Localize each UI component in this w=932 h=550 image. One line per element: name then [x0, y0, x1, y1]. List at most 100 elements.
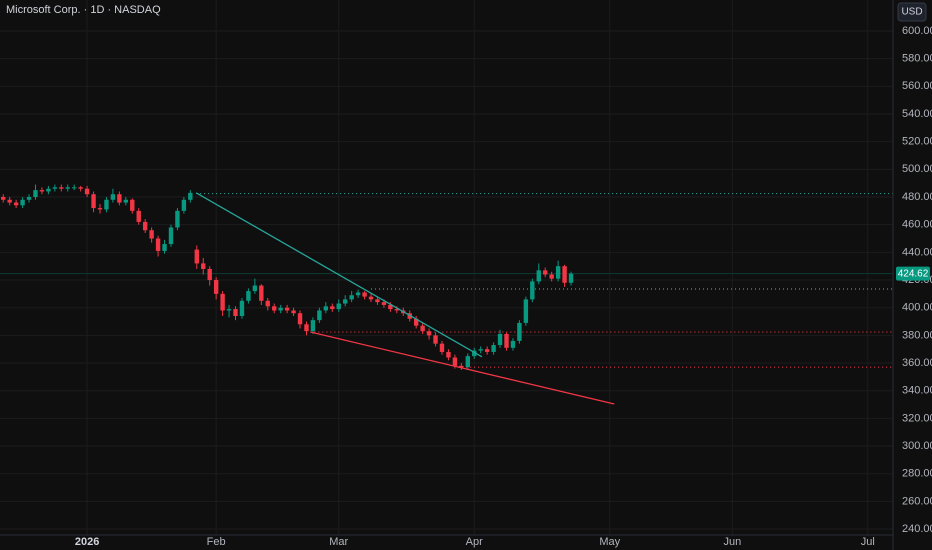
- candle-body: [259, 285, 264, 301]
- candle-body: [310, 320, 316, 332]
- currency-label[interactable]: USD: [901, 7, 922, 18]
- candle-body: [65, 187, 70, 189]
- candle-body: [78, 187, 83, 189]
- candle-body: [562, 266, 567, 283]
- axes: 240.00 260.00 280.00 300.00 320.00 340.00 360.…: [75, 25, 932, 548]
- candle-body: [368, 296, 374, 300]
- candle-body: [97, 208, 103, 210]
- candle-body: [7, 199, 12, 203]
- candle-body: [220, 293, 225, 311]
- candle-body: [413, 318, 419, 326]
- candle-body: [349, 295, 354, 300]
- candle-body: [439, 343, 445, 352]
- candle-body: [420, 325, 425, 332]
- y-tick-label: 340.00: [902, 385, 932, 397]
- candle-body: [278, 307, 283, 311]
- y-tick-label: 520.00: [902, 136, 932, 148]
- candle-body: [530, 281, 535, 300]
- candle-body: [181, 199, 187, 211]
- chart-title: Microsoft Corp. · 1D · NASDAQ: [6, 4, 161, 16]
- candle-body: [426, 331, 432, 336]
- y-tick-label: 500.00: [902, 163, 932, 175]
- candle-body: [149, 230, 154, 239]
- currency-button[interactable]: [897, 2, 927, 22]
- y-tick-label: 440.00: [902, 246, 932, 258]
- candle-body: [239, 300, 245, 316]
- y-tick-label: 400.00: [902, 302, 932, 314]
- candle-body: [484, 349, 490, 352]
- candle-body: [472, 350, 477, 357]
- candle-body: [465, 356, 470, 368]
- candle-body: [207, 268, 212, 281]
- candle-body: [336, 303, 341, 310]
- candle-body: [162, 244, 167, 251]
- candle-body: [523, 299, 529, 323]
- y-tick-label: 540.00: [902, 108, 932, 120]
- candle-body: [375, 299, 380, 303]
- candle-body: [194, 249, 199, 264]
- candle-body: [297, 313, 303, 325]
- candle-body: [317, 310, 322, 321]
- candle-body: [13, 202, 19, 206]
- candle-body: [517, 322, 522, 341]
- candle-body: [394, 309, 400, 311]
- candle-body: [510, 340, 516, 348]
- candle-body: [175, 210, 180, 228]
- x-tick-label: 2026: [75, 536, 99, 548]
- candle-body: [59, 187, 64, 189]
- plot: [0, 184, 893, 405]
- candle-body: [549, 274, 554, 279]
- candle-body: [304, 324, 309, 332]
- x-tick-label: May: [599, 536, 620, 548]
- candle-body: [233, 309, 238, 316]
- candle-body: [26, 197, 32, 200]
- trend-line: [195, 192, 483, 358]
- grid: [0, 0, 893, 535]
- candle-body: [201, 263, 206, 269]
- candle-body: [246, 291, 251, 301]
- candle-body: [104, 199, 109, 210]
- y-tick-label: 260.00: [902, 495, 932, 507]
- x-tick-label: Feb: [207, 536, 226, 548]
- candle-body: [1, 197, 6, 200]
- candle-body: [323, 306, 329, 311]
- candle-body: [330, 306, 335, 310]
- x-tick-label: Jul: [861, 536, 875, 548]
- x-tick-label: Jun: [723, 536, 741, 548]
- x-tick-label: Mar: [329, 536, 348, 548]
- candle-body: [130, 199, 135, 211]
- candle-body: [226, 309, 232, 311]
- last-price-label: 424.62: [898, 268, 929, 279]
- candle-body: [555, 266, 561, 279]
- y-tick-label: 240.00: [902, 523, 932, 535]
- candle-body: [433, 335, 438, 344]
- candle-body: [536, 270, 541, 282]
- y-tick-label: 580.00: [902, 53, 932, 65]
- candle-body: [491, 345, 496, 352]
- candle-body: [446, 351, 451, 358]
- candle-body: [478, 349, 483, 351]
- candle-body: [284, 307, 290, 311]
- candle-body: [543, 270, 548, 275]
- candle-body: [265, 300, 270, 307]
- candle-body: [504, 333, 509, 348]
- candle-body: [84, 188, 90, 195]
- y-tick-label: 280.00: [902, 468, 932, 480]
- y-tick-label: 380.00: [902, 329, 932, 341]
- y-tick-label: 360.00: [902, 357, 932, 369]
- candle-body: [568, 273, 574, 283]
- candle-body: [110, 194, 116, 200]
- candle-body: [117, 194, 122, 203]
- candle-body: [46, 188, 51, 192]
- candle-body: [497, 333, 503, 346]
- last-price-box: [896, 266, 930, 281]
- candle-body: [72, 187, 77, 189]
- trend-line: [310, 331, 615, 405]
- candle-body: [91, 194, 96, 209]
- candle-body: [39, 190, 45, 192]
- y-tick-label: 480.00: [902, 191, 932, 203]
- y-tick-label: 300.00: [902, 440, 932, 452]
- candle-body: [52, 187, 58, 189]
